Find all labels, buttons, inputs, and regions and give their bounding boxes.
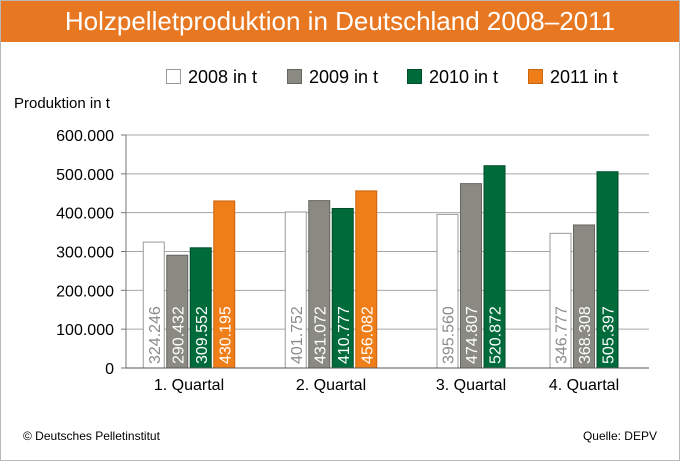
legend-swatch-2009 xyxy=(287,69,302,84)
y-tick-label: 600.000 xyxy=(56,128,114,145)
copyright-note: © Deutsches Pelletinstitut xyxy=(23,429,160,443)
chart-title: Holzpelletproduktion in Deutschland 2008… xyxy=(1,1,679,42)
y-tick-label: 300.000 xyxy=(56,245,114,262)
legend-swatch-2008 xyxy=(166,69,181,84)
data-label: 474.807 xyxy=(464,306,481,364)
legend-label-2009: 2009 in t xyxy=(309,67,379,87)
y-tick-label: 400.000 xyxy=(56,206,114,223)
data-label: 309.552 xyxy=(194,306,211,364)
data-label: 410.777 xyxy=(336,306,353,364)
data-label: 520.872 xyxy=(488,306,505,364)
legend-label-2008: 2008 in t xyxy=(188,67,258,87)
y-tick-label: 100.000 xyxy=(56,322,114,339)
data-label: 290.432 xyxy=(170,306,187,364)
y-tick-label: 200.000 xyxy=(56,283,114,300)
legend-label-2010: 2010 in t xyxy=(429,67,499,87)
y-axis-label: Produktion in t xyxy=(14,95,111,112)
x-tick-label: 2. Quartal xyxy=(296,377,366,394)
x-tick-label: 4. Quartal xyxy=(549,377,619,394)
legend-label-2011: 2011 in t xyxy=(550,67,618,87)
data-label: 505.397 xyxy=(601,306,618,364)
y-tick-label: 0 xyxy=(105,361,114,378)
data-label: 368.308 xyxy=(577,306,594,364)
x-tick-label: 3. Quartal xyxy=(436,377,506,394)
data-label: 431.072 xyxy=(312,306,329,364)
y-tick-label: 500.000 xyxy=(56,167,114,184)
data-label: 324.246 xyxy=(147,306,164,364)
data-label: 395.560 xyxy=(441,306,458,364)
data-label: 456.082 xyxy=(359,306,376,364)
legend-swatch-2010 xyxy=(407,69,422,84)
data-label: 430.195 xyxy=(217,306,234,364)
data-label: 346.777 xyxy=(554,306,571,364)
x-tick-label: 1. Quartal xyxy=(154,377,224,394)
legend-swatch-2011 xyxy=(528,69,543,84)
source-note: Quelle: DEPV xyxy=(582,429,657,443)
data-label: 401.752 xyxy=(289,306,306,364)
